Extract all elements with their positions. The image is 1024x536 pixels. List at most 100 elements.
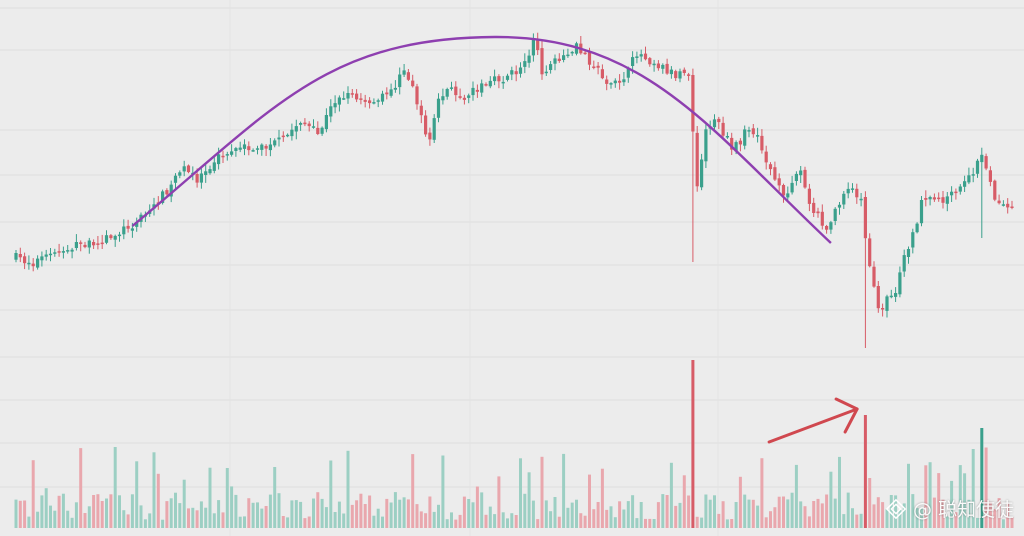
- candle-body: [74, 242, 78, 248]
- volume-bar: [66, 510, 70, 528]
- volume-bar: [622, 509, 626, 528]
- candle-body: [488, 80, 492, 87]
- candle-body: [199, 173, 203, 183]
- volume-bar: [273, 467, 277, 528]
- volume-bar: [820, 503, 824, 528]
- candle-body: [501, 81, 505, 84]
- candle-body: [264, 145, 268, 149]
- candle-body: [816, 211, 820, 214]
- candle-body: [182, 166, 186, 172]
- candle-body: [342, 98, 346, 100]
- volume-bar: [204, 507, 208, 528]
- candle-body: [885, 296, 889, 311]
- candle-body: [988, 170, 992, 182]
- candle-body: [27, 262, 31, 265]
- volume-bar: [626, 501, 630, 528]
- candle-body: [432, 118, 436, 140]
- candle-body: [833, 208, 837, 221]
- candle-body: [764, 151, 768, 163]
- volume-bar: [221, 512, 225, 528]
- volume-bar: [31, 460, 35, 528]
- volume-bar: [846, 492, 850, 528]
- candle-body: [820, 211, 824, 226]
- candle-body: [932, 197, 936, 200]
- volume-bar: [329, 460, 333, 528]
- volume-bar: [376, 508, 380, 528]
- candle-body: [79, 242, 83, 244]
- volume-bar: [881, 502, 885, 528]
- volume-bar: [519, 458, 522, 528]
- candle-body: [941, 197, 945, 203]
- candle-body: [648, 58, 652, 65]
- binance-square-diamond-icon: [885, 498, 907, 519]
- candle-body: [393, 87, 397, 90]
- volume-bar: [743, 494, 747, 528]
- candle-body: [656, 63, 660, 69]
- volume-bar: [885, 509, 889, 528]
- volume-bar: [316, 492, 320, 528]
- volume-bar: [398, 499, 402, 528]
- candle-body: [350, 93, 354, 95]
- candle-body: [743, 129, 747, 146]
- candle-body: [859, 198, 863, 201]
- candle-body: [825, 226, 829, 230]
- candle-body: [531, 39, 535, 56]
- volume-bar: [803, 506, 807, 528]
- candle-body: [208, 169, 212, 174]
- candle-body: [480, 83, 484, 93]
- volume-bar: [967, 499, 971, 528]
- candle-body: [83, 244, 87, 248]
- volume-bar: [562, 453, 566, 528]
- volume-bar: [937, 473, 941, 528]
- candle-body: [290, 129, 294, 137]
- volume-bar: [644, 518, 647, 528]
- candle-body: [781, 185, 786, 196]
- candle-body: [855, 188, 859, 198]
- volume-bar: [609, 506, 613, 528]
- volume-bar: [1010, 516, 1014, 528]
- candle-body: [661, 64, 665, 69]
- volume-bar: [756, 505, 760, 528]
- volume-bar: [402, 497, 406, 528]
- candle-body: [402, 70, 406, 75]
- volume-bar: [734, 502, 738, 528]
- candle-body: [669, 69, 673, 75]
- volume-bar: [79, 448, 83, 528]
- candle-body: [566, 54, 570, 57]
- volume-bar: [665, 495, 669, 528]
- volume-bar: [92, 495, 96, 528]
- volume-bar: [256, 502, 259, 528]
- volume-bar: [945, 516, 949, 528]
- candle-body: [544, 71, 548, 74]
- candle-body: [975, 160, 980, 174]
- candle-body: [346, 93, 350, 99]
- arrow-head: [834, 397, 859, 434]
- volume-bar: [135, 461, 139, 528]
- candle-body: [950, 191, 954, 196]
- volume-bar: [553, 497, 557, 528]
- candle-body: [277, 137, 281, 140]
- candle-body: [87, 240, 91, 248]
- volume-bar: [238, 516, 242, 528]
- volume-bar: [863, 415, 867, 528]
- candle-body: [406, 72, 410, 80]
- candle-body: [96, 243, 100, 245]
- candle-body: [631, 57, 635, 66]
- volume-bar: [333, 512, 337, 528]
- candle-body: [618, 80, 622, 83]
- candle-body: [458, 96, 462, 98]
- candle-body: [997, 200, 1001, 204]
- volume-bar: [243, 516, 246, 528]
- candle-body: [204, 171, 208, 175]
- volume-bar: [87, 506, 91, 528]
- volume-bar: [730, 519, 734, 528]
- candle-body: [247, 146, 251, 151]
- candle-body: [721, 122, 725, 136]
- volume-bar: [527, 472, 531, 528]
- candle-body: [777, 178, 781, 186]
- volume-bar: [738, 476, 742, 528]
- volume-bar: [187, 508, 190, 528]
- volume-bar: [661, 494, 665, 528]
- candle-body: [768, 164, 773, 170]
- volume-bar: [346, 450, 350, 528]
